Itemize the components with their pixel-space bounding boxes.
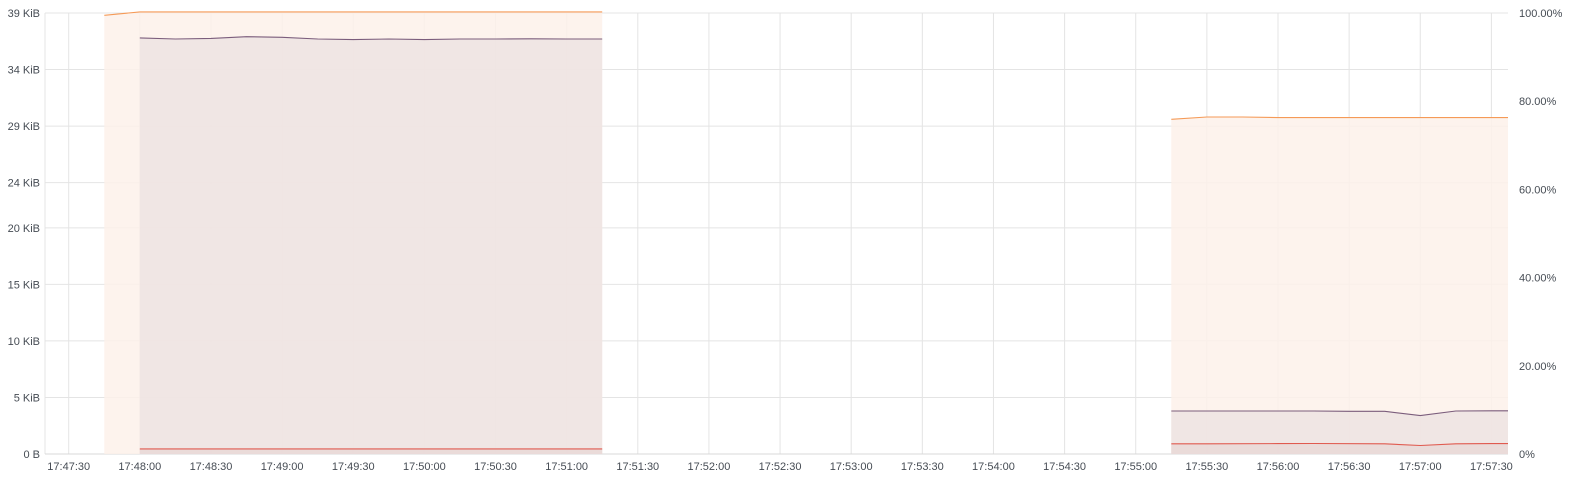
area-fills [104,11,1508,455]
x-axis: 17:47:30 17:48:00 17:48:30 17:49:00 17:49:30… [47,461,1513,473]
series-3-area [139,448,603,454]
series-1-area [1171,117,1508,454]
y-tick-label-right: 0% [1519,449,1535,461]
x-tick-label: 17:57:00 [1399,461,1442,473]
x-tick-label: 17:56:00 [1257,461,1300,473]
series-3-line [1171,442,1508,447]
y-tick-label-right: 100.00% [1519,8,1563,20]
x-tick-label: 17:52:00 [688,461,731,473]
y-axis-left: 0 B 5 KiB 10 KiB 15 KiB 20 KiB 24 KiB 29 KiB 34… [8,8,40,461]
x-tick-label: 17:55:00 [1114,461,1157,473]
x-tick-label: 17:51:30 [616,461,659,473]
x-tick-label: 17:50:30 [474,461,517,473]
y-tick-label-left: 39 KiB [8,8,40,20]
series-1-line [1171,116,1508,120]
y-tick-label-left: 24 KiB [8,178,40,190]
series-lines [104,11,1508,450]
series-2-area [139,36,603,454]
series-2-line [139,36,603,41]
y-tick-label-left: 5 KiB [14,392,40,404]
x-tick-label: 17:49:30 [332,461,375,473]
y-tick-label-right: 20.00% [1519,361,1557,373]
y-tick-label-right: 80.00% [1519,96,1557,108]
x-tick-label: 17:53:30 [901,461,944,473]
x-tick-label: 17:50:00 [403,461,446,473]
y-tick-label-right: 40.00% [1519,273,1557,285]
y-tick-label-left: 29 KiB [8,121,40,133]
series-3-area [1171,443,1508,454]
y-tick-label-left: 20 KiB [8,223,40,235]
y-tick-label-right: 60.00% [1519,184,1557,196]
x-tick-label: 17:55:30 [1185,461,1228,473]
x-tick-label: 17:54:30 [1043,461,1086,473]
y-tick-label-left: 15 KiB [8,279,40,291]
x-tick-label: 17:52:30 [759,461,802,473]
y-tick-label-left: 0 B [23,449,40,461]
x-tick-label: 17:53:00 [830,461,873,473]
x-tick-label: 17:48:00 [118,461,161,473]
x-tick-label: 17:54:00 [972,461,1015,473]
y-tick-label-left: 10 KiB [8,336,40,348]
x-tick-label: 17:57:30 [1470,461,1513,473]
y-axis-right: 0% 20.00% 40.00% 60.00% 80.00% 100.00% [1519,8,1563,461]
x-tick-label: 17:48:30 [190,461,233,473]
series-1-line [104,11,603,16]
x-tick-label: 17:56:30 [1328,461,1371,473]
y-tick-label-left: 34 KiB [8,65,40,77]
x-tick-label: 17:47:30 [47,461,90,473]
x-tick-label: 17:51:00 [545,461,588,473]
x-tick-label: 17:49:00 [261,461,304,473]
series-2-line [1171,410,1508,417]
